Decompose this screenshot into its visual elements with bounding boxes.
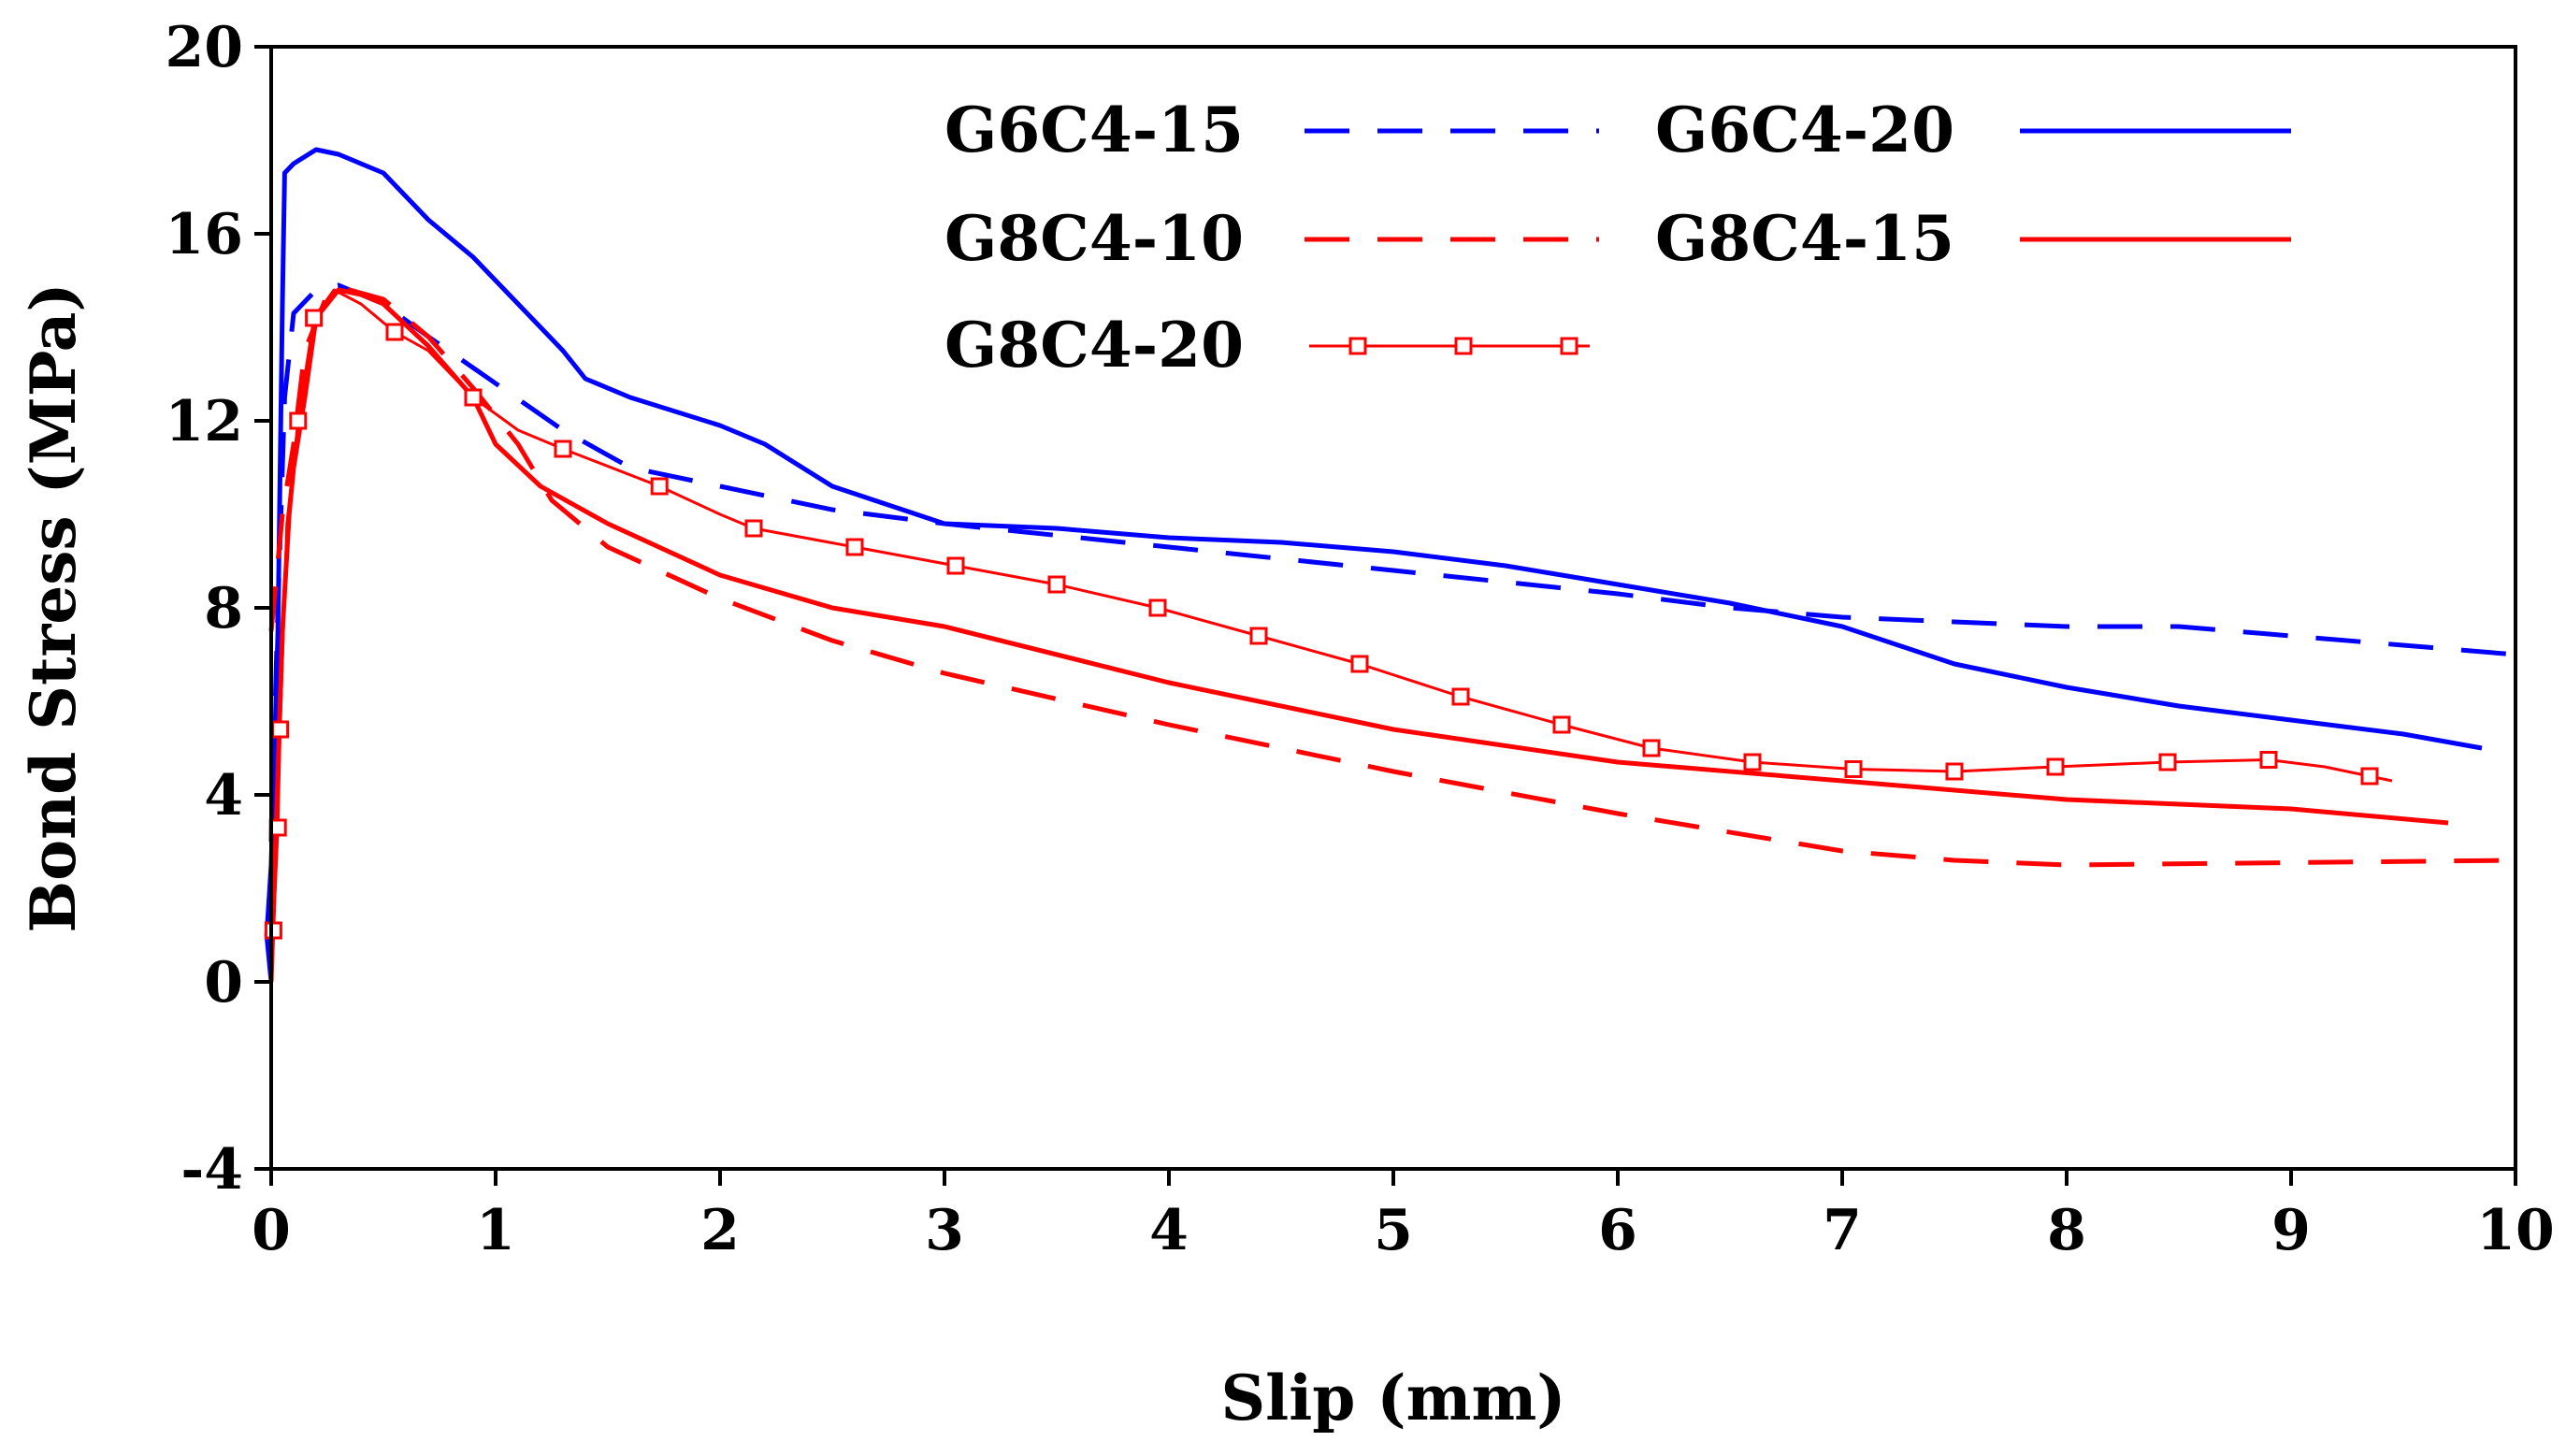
data-point-g8c4-20 <box>271 720 290 739</box>
y-tick-label: -4 <box>180 1137 243 1203</box>
x-tick-label: 3 <box>925 1198 964 1263</box>
legend-label-g8c4-10: G8C4-10 <box>944 202 1244 275</box>
data-point-g8c4-20 <box>1844 760 1863 778</box>
x-tick-label: 2 <box>700 1198 740 1263</box>
data-point-g8c4-20 <box>2046 757 2065 776</box>
legend-label-g6c4-20: G6C4-20 <box>1655 94 1954 166</box>
y-tick-label: 12 <box>166 389 244 454</box>
x-tick-label: 7 <box>1823 1198 1862 1263</box>
y-tick-label: 8 <box>204 576 243 642</box>
series-line-g6c4-20 <box>264 147 2483 983</box>
data-point-g8c4-20 <box>1148 598 1167 617</box>
y-axis-title: Bond Stress (MPa) <box>17 282 90 932</box>
data-point-g8c4-20 <box>264 921 282 940</box>
data-point-g8c4-20 <box>385 323 404 341</box>
data-point-g8c4-20 <box>744 519 763 538</box>
legend-entry-g6c4-20: G6C4-20 <box>1655 94 2291 166</box>
x-axis-title: Slip (mm) <box>1220 1362 1565 1434</box>
y-tick-label: 0 <box>204 950 243 1016</box>
x-tick-label: 1 <box>476 1198 515 1263</box>
legend-label-g8c4-15: G8C4-15 <box>1655 202 1954 275</box>
data-point-g8c4-20 <box>1451 687 1470 706</box>
data-point-g8c4-20 <box>1047 575 1066 594</box>
y-tick-label: 20 <box>166 15 244 80</box>
series-g6c4-20 <box>264 147 2483 983</box>
x-tick-label: 9 <box>2271 1198 2311 1263</box>
data-point-g8c4-20 <box>1945 762 1964 781</box>
x-tick-label: 0 <box>252 1198 291 1263</box>
data-point-g8c4-20 <box>305 309 324 327</box>
legend-label-g6c4-15: G6C4-15 <box>944 94 1244 166</box>
series-g6c4-15 <box>268 282 2516 843</box>
legend-entry-g6c4-15: G6C4-15 <box>944 94 1599 166</box>
series-line-g6c4-15 <box>268 282 2516 843</box>
legend-entry-g8c4-10: G8C4-10 <box>944 202 1599 275</box>
x-tick-label: 4 <box>1149 1198 1189 1263</box>
legend-label-g8c4-20: G8C4-20 <box>944 309 1244 382</box>
legend: G6C4-15 G6C4-20 G8C4-10 G8C4-15 G8C4-20 <box>944 94 2291 382</box>
data-point-g8c4-20 <box>946 556 965 575</box>
x-tick-label: 6 <box>1598 1198 1637 1263</box>
legend-marker-g8c4-20 <box>1454 337 1473 355</box>
data-point-g8c4-20 <box>1743 753 1762 771</box>
data-point-g8c4-20 <box>1249 627 1268 645</box>
data-point-g8c4-20 <box>1642 739 1661 757</box>
data-point-g8c4-20 <box>289 411 308 430</box>
data-point-g8c4-20 <box>1350 655 1369 673</box>
data-point-g8c4-20 <box>650 477 669 496</box>
x-tick-label: 5 <box>1374 1198 1413 1263</box>
data-point-g8c4-20 <box>845 538 864 556</box>
data-point-g8c4-20 <box>554 440 572 458</box>
data-point-g8c4-20 <box>1552 715 1571 734</box>
data-point-g8c4-20 <box>2158 753 2177 771</box>
data-point-g8c4-20 <box>2360 767 2379 786</box>
y-tick-label: 4 <box>204 763 243 829</box>
data-point-g8c4-20 <box>2259 751 2278 769</box>
legend-entry-g8c4-15: G8C4-15 <box>1655 202 2291 275</box>
x-tick-label: 10 <box>2476 1198 2555 1263</box>
data-point-g8c4-20 <box>464 388 483 407</box>
legend-marker-g8c4-20 <box>1560 337 1579 355</box>
legend-marker-g8c4-20 <box>1348 337 1367 355</box>
series-layer <box>264 147 2516 983</box>
y-tick-label: 16 <box>166 202 244 267</box>
legend-entry-g8c4-20: G8C4-20 <box>944 309 1590 382</box>
x-tick-label: 8 <box>2047 1198 2086 1263</box>
